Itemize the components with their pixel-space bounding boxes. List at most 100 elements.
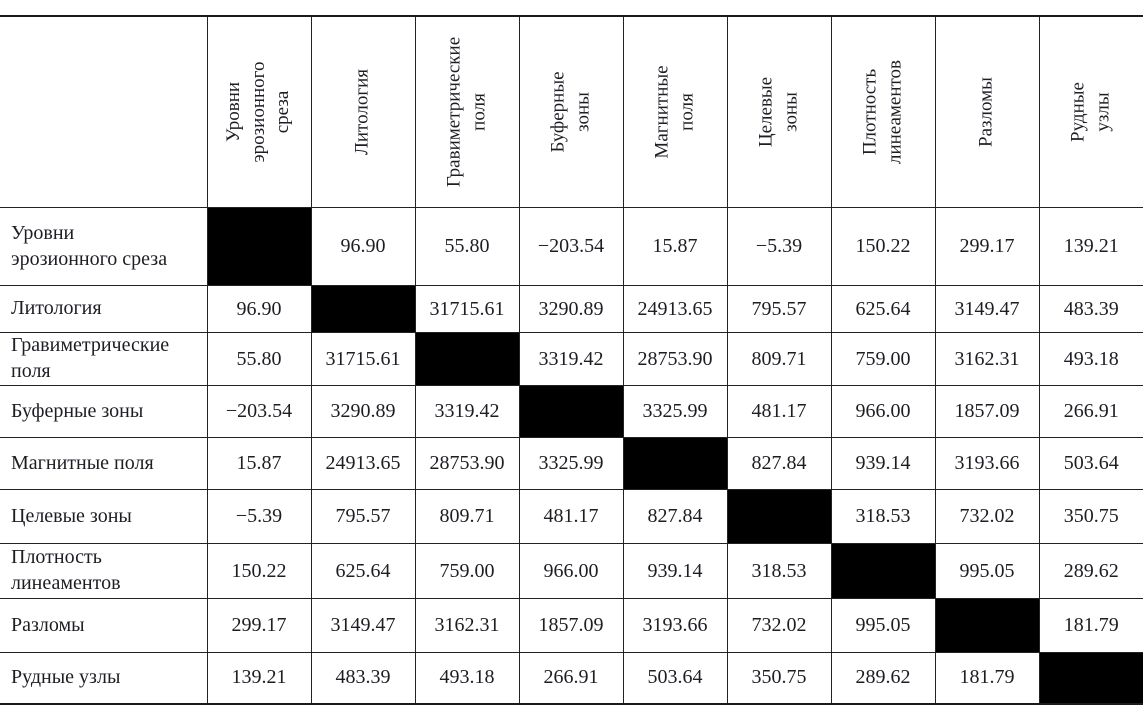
- value-cell-r8-c5: 3193.66: [622, 598, 727, 653]
- value-cell-r7-c3: 759.00: [414, 543, 519, 599]
- value-cell-r1-c6: −5.39: [726, 207, 831, 286]
- correlation-matrix-table: Уровни эрозионного среза Литология Гравиме…: [0, 15, 1143, 705]
- value-cell-r4-c7: 966.00: [830, 385, 935, 438]
- value-cell-r7-c1: 150.22: [206, 543, 311, 599]
- value-cell-r1-c8: 299.17: [934, 207, 1039, 286]
- row-label-8: Разломы: [0, 598, 207, 653]
- matrix-header: Уровни эрозионного среза Литология Гравиме…: [0, 16, 1143, 208]
- column-header-9: Рудные узлы: [1038, 16, 1143, 208]
- value-cell-r9-c3: 493.18: [414, 652, 519, 704]
- value-cell-r8-c9: 181.79: [1038, 598, 1143, 653]
- matrix-body: Уровни эрозионного среза 96.90 55.80 −203.5…: [0, 207, 1143, 704]
- value-cell-r3-c4: 3319.42: [518, 332, 623, 386]
- value-cell-r3-c9: 493.18: [1038, 332, 1143, 386]
- value-cell-r2-c8: 3149.47: [934, 285, 1039, 333]
- column-header-label: Рудные узлы: [1067, 82, 1114, 142]
- value-cell-r3-c6: 809.71: [726, 332, 831, 386]
- value-cell-r7-c5: 939.14: [622, 543, 727, 599]
- column-header-label: Целевые зоны: [755, 76, 801, 148]
- value-cell-r4-c6: 481.17: [726, 385, 831, 438]
- value-cell-r8-c7: 995.05: [830, 598, 935, 653]
- column-header-4: Буферные зоны: [518, 16, 623, 208]
- row-label-9: Рудные узлы: [0, 652, 207, 704]
- table-row: Магнитные поля 15.87 24913.65 28753.90 3325.…: [0, 437, 1143, 490]
- value-cell-r6-c5: 827.84: [622, 489, 727, 544]
- column-header-7: Плотность линеаментов: [830, 16, 935, 208]
- diagonal-fill-cell: [206, 207, 311, 286]
- value-cell-r4-c1: −203.54: [206, 385, 311, 438]
- row-label-7: Плотность линеаментов: [0, 543, 207, 599]
- column-header-2: Литология: [310, 16, 415, 208]
- value-cell-r5-c3: 28753.90: [414, 437, 519, 490]
- value-cell-r7-c8: 995.05: [934, 543, 1039, 599]
- value-cell-r3-c1: 55.80: [206, 332, 311, 386]
- value-cell-r2-c1: 96.90: [206, 285, 311, 333]
- table-row: Литология 96.90 31715.61 3290.89 24913.65 795…: [0, 285, 1143, 333]
- value-cell-r5-c7: 939.14: [830, 437, 935, 490]
- column-header-label: Плотность линеаментов: [859, 59, 905, 165]
- table-row: Буферные зоны −203.54 3290.89 3319.42 3325.9…: [0, 385, 1143, 438]
- value-cell-r2-c4: 3290.89: [518, 285, 623, 333]
- diagonal-fill-cell: [934, 598, 1039, 653]
- value-cell-r4-c9: 266.91: [1038, 385, 1143, 438]
- value-cell-r3-c7: 759.00: [830, 332, 935, 386]
- value-cell-r8-c2: 3149.47: [310, 598, 415, 653]
- value-cell-r1-c7: 150.22: [830, 207, 935, 286]
- diagonal-fill-cell: [830, 543, 935, 599]
- value-cell-r2-c9: 483.39: [1038, 285, 1143, 333]
- value-cell-r5-c4: 3325.99: [518, 437, 623, 490]
- corner-cell: [0, 16, 207, 208]
- diagonal-fill-cell: [1038, 652, 1143, 704]
- value-cell-r9-c1: 139.21: [206, 652, 311, 704]
- value-cell-r7-c4: 966.00: [518, 543, 623, 599]
- value-cell-r4-c5: 3325.99: [622, 385, 727, 438]
- value-cell-r8-c6: 732.02: [726, 598, 831, 653]
- value-cell-r9-c8: 181.79: [934, 652, 1039, 704]
- column-header-label: Уровни эрозионного среза: [222, 61, 294, 163]
- diagonal-fill-cell: [622, 437, 727, 490]
- table-row: Рудные узлы 139.21 483.39 493.18 266.91 503.6…: [0, 652, 1143, 704]
- value-cell-r5-c8: 3193.66: [934, 437, 1039, 490]
- value-cell-r5-c1: 15.87: [206, 437, 311, 490]
- value-cell-r3-c8: 3162.31: [934, 332, 1039, 386]
- column-header-label: Магнитные поля: [651, 65, 697, 159]
- value-cell-r6-c9: 350.75: [1038, 489, 1143, 544]
- value-cell-r7-c2: 625.64: [310, 543, 415, 599]
- diagonal-fill-cell: [518, 385, 623, 438]
- value-cell-r8-c4: 1857.09: [518, 598, 623, 653]
- value-cell-r4-c3: 3319.42: [414, 385, 519, 438]
- value-cell-r7-c6: 318.53: [726, 543, 831, 599]
- value-cell-r5-c2: 24913.65: [310, 437, 415, 490]
- row-label-1: Уровни эрозионного среза: [0, 207, 207, 286]
- value-cell-r2-c7: 625.64: [830, 285, 935, 333]
- column-header-5: Магнитные поля: [622, 16, 727, 208]
- column-header-label: Литология: [351, 68, 373, 156]
- column-header-6: Целевые зоны: [726, 16, 831, 208]
- table-row: Гравиметрические поля 55.80 31715.61 3319.4…: [0, 332, 1143, 386]
- value-cell-r6-c4: 481.17: [518, 489, 623, 544]
- scanned-table-region: Уровни эрозионного среза Литология Гравиме…: [0, 15, 1143, 705]
- value-cell-r8-c3: 3162.31: [414, 598, 519, 653]
- value-cell-r2-c6: 795.57: [726, 285, 831, 333]
- column-header-8: Разломы: [934, 16, 1039, 208]
- value-cell-r9-c6: 350.75: [726, 652, 831, 704]
- value-cell-r5-c9: 503.64: [1038, 437, 1143, 490]
- value-cell-r5-c6: 827.84: [726, 437, 831, 490]
- column-header-1: Уровни эрозионного среза: [206, 16, 311, 208]
- value-cell-r7-c9: 289.62: [1038, 543, 1143, 599]
- value-cell-r1-c2: 96.90: [310, 207, 415, 286]
- row-label-6: Целевые зоны: [0, 489, 207, 544]
- value-cell-r3-c2: 31715.61: [310, 332, 415, 386]
- row-label-3: Гравиметрические поля: [0, 332, 207, 386]
- value-cell-r1-c9: 139.21: [1038, 207, 1143, 286]
- value-cell-r1-c5: 15.87: [622, 207, 727, 286]
- table-row: Уровни эрозионного среза 96.90 55.80 −203.5…: [0, 207, 1143, 286]
- value-cell-r9-c4: 266.91: [518, 652, 623, 704]
- value-cell-r1-c4: −203.54: [518, 207, 623, 286]
- value-cell-r2-c3: 31715.61: [414, 285, 519, 333]
- value-cell-r9-c5: 503.64: [622, 652, 727, 704]
- value-cell-r4-c2: 3290.89: [310, 385, 415, 438]
- value-cell-r2-c5: 24913.65: [622, 285, 727, 333]
- diagonal-fill-cell: [414, 332, 519, 386]
- diagonal-fill-cell: [310, 285, 415, 333]
